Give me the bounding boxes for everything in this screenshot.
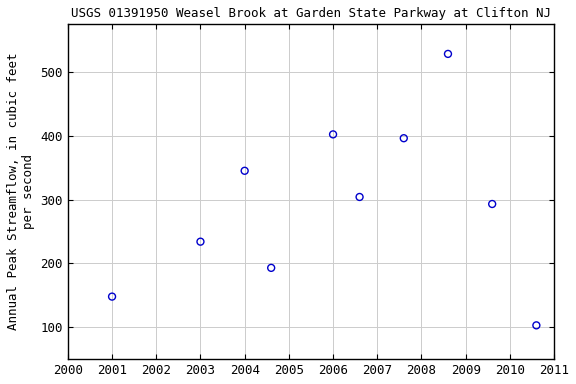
Point (196, 238, 205, 245)
Y-axis label: Annual Peak Streamflow, in cubic feet
per second: Annual Peak Streamflow, in cubic feet pe… (7, 53, 35, 330)
Point (267, 265, 276, 271)
Point (108, 293, 117, 300)
Point (487, 201, 497, 207)
Point (399, 135, 408, 141)
Point (355, 194, 364, 200)
Point (240, 168, 249, 174)
Point (328, 131, 338, 137)
Title: USGS 01391950 Weasel Brook at Garden State Parkway at Clifton NJ: USGS 01391950 Weasel Brook at Garden Sta… (71, 7, 551, 20)
Point (532, 322, 541, 328)
Point (444, 51, 453, 57)
